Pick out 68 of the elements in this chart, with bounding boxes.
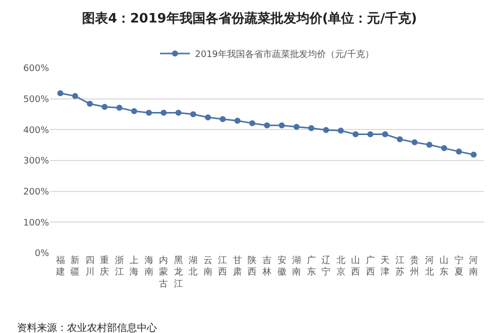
x-tick-label: 广西 bbox=[366, 255, 375, 278]
point bbox=[470, 152, 477, 158]
x-tick-label: 山东 bbox=[440, 255, 449, 278]
point bbox=[175, 110, 182, 116]
point bbox=[249, 120, 256, 126]
point bbox=[367, 131, 374, 138]
x-tick-label: 北京 bbox=[336, 255, 346, 278]
point bbox=[57, 90, 64, 96]
chart-title: 图表4：2019年我国各省份蔬菜批发均价(单位：元/千克) bbox=[82, 10, 417, 26]
point bbox=[278, 122, 285, 128]
point bbox=[294, 124, 300, 130]
point bbox=[234, 118, 240, 124]
point bbox=[441, 145, 448, 152]
point bbox=[396, 136, 403, 142]
x-tick-label: 广东 bbox=[306, 255, 316, 278]
y-tick-label: 200% bbox=[23, 187, 50, 198]
x-tick-label: 吉林 bbox=[262, 255, 272, 278]
y-tick-label: 500% bbox=[23, 94, 50, 105]
x-tick-label: 湖北 bbox=[188, 255, 198, 278]
point bbox=[382, 131, 388, 138]
x-tick-label: 上海 bbox=[130, 255, 139, 278]
point bbox=[338, 128, 344, 134]
x-tick-label: 内蒙古 bbox=[159, 255, 168, 290]
x-tick-label: 山西 bbox=[351, 255, 360, 278]
x-tick-label: 云南 bbox=[203, 256, 212, 278]
x-tick-label: 贵州 bbox=[410, 255, 420, 278]
point bbox=[220, 116, 226, 122]
point bbox=[308, 125, 314, 132]
x-tick-label: 重庆 bbox=[100, 255, 110, 278]
point bbox=[131, 108, 138, 114]
x-tick-label: 江西 bbox=[218, 255, 228, 278]
x-tick-label: 黑龙江 bbox=[174, 255, 183, 290]
point bbox=[160, 110, 167, 116]
x-tick-label: 新疆 bbox=[70, 255, 80, 278]
point bbox=[190, 111, 196, 118]
x-tick-label: 安徽 bbox=[277, 255, 286, 278]
y-tick-label: 300% bbox=[23, 156, 50, 167]
x-tick-label: 浙江 bbox=[114, 255, 124, 278]
y-tick-label: 600% bbox=[23, 64, 50, 74]
point bbox=[72, 93, 78, 100]
point bbox=[426, 142, 432, 148]
point bbox=[86, 100, 93, 107]
x-tick-label: 福建 bbox=[54, 255, 65, 278]
x-tick-label: 四川 bbox=[85, 256, 94, 278]
x-tick-label: 江苏 bbox=[395, 255, 404, 278]
x-tick-label: 天津 bbox=[380, 255, 390, 278]
y-tick-label: 0% bbox=[34, 249, 50, 260]
x-tick-label: 河北 bbox=[424, 255, 434, 278]
text: 资料来源：农业农村部信息中心 bbox=[17, 322, 157, 333]
point bbox=[264, 122, 270, 128]
point bbox=[204, 114, 211, 120]
x-tick-label: 宁夏 bbox=[454, 255, 464, 278]
point bbox=[412, 139, 418, 146]
x-tick-label: 甘肃 bbox=[232, 255, 242, 278]
point bbox=[146, 110, 152, 116]
x-tick-label: 陕西 bbox=[248, 255, 257, 278]
x-tick-label: 海南 bbox=[144, 255, 154, 278]
point bbox=[456, 148, 462, 155]
y-tick-label: 100% bbox=[23, 218, 50, 228]
x-tick-label: 湖南 bbox=[292, 255, 302, 278]
point bbox=[323, 126, 330, 133]
point bbox=[102, 104, 108, 110]
x-tick-label: 河南 bbox=[469, 255, 478, 278]
x-tick-label: 辽宁 bbox=[322, 255, 331, 278]
y-tick-label: 400% bbox=[23, 126, 50, 136]
point bbox=[116, 104, 122, 111]
legend-label: 2019年我国各省市蔬菜批发均价（元/千克） bbox=[195, 49, 374, 60]
point bbox=[352, 131, 359, 138]
